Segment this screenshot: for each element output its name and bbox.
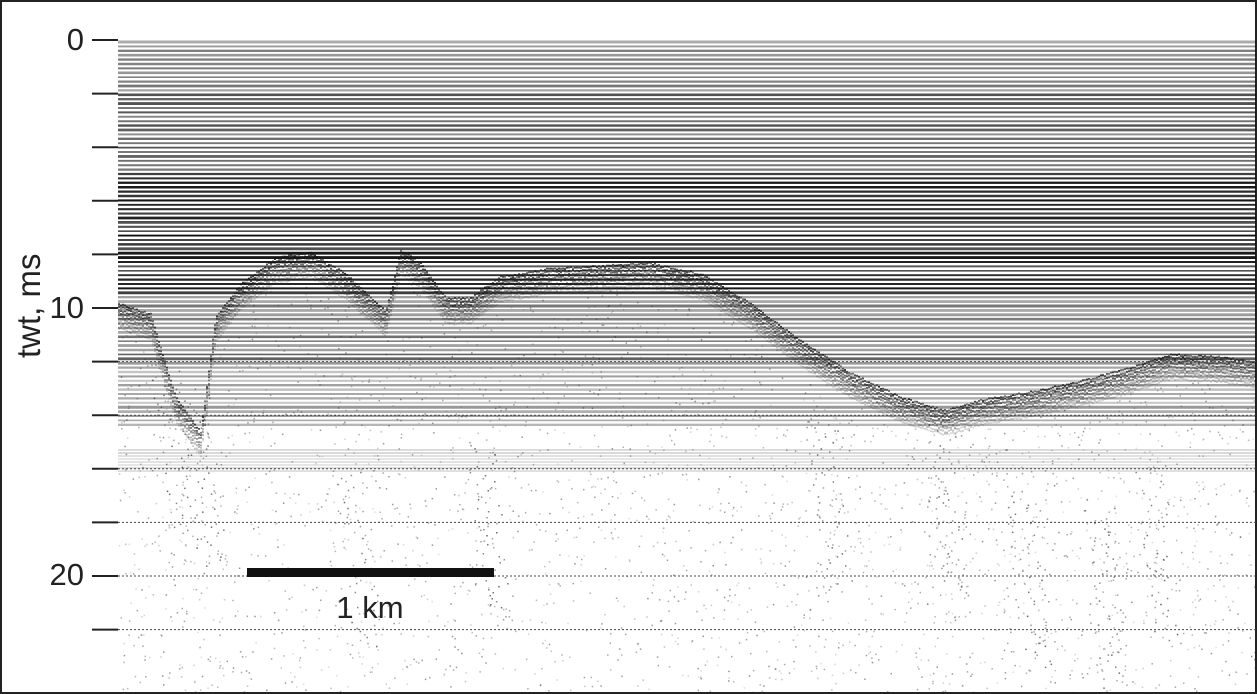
scale-bar-label: 1 km [336,590,403,625]
scale-bar-line [247,568,494,577]
tick-label-10: 10 [50,290,84,325]
seismic-section-image [118,40,1257,694]
y-axis-title: twt, ms [10,254,47,359]
y-axis: 0 10 20 twt, ms [10,22,118,631]
tick-label-0: 0 [67,22,84,57]
scale-bar: 1 km [247,568,494,625]
tick-label-20: 20 [50,557,84,592]
